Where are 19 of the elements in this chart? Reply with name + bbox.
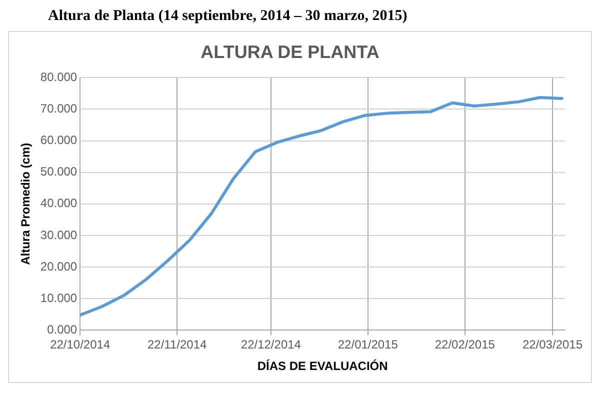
y-tick-label: 10.000	[40, 290, 78, 305]
y-tick-label: 30.000	[40, 228, 78, 242]
y-tick-label: 40.000	[40, 196, 78, 210]
x-tick-label: 22/12/2014	[240, 338, 302, 352]
y-tick-label: 50.000	[40, 164, 78, 179]
x-tick-label: 22/03/2015	[522, 338, 583, 352]
x-tick-label: 22/10/2014	[50, 338, 110, 352]
y-tick-label: 70.000	[40, 101, 78, 116]
x-tick-label: 22/11/2014	[147, 338, 207, 352]
y-tick-label: 0.000	[47, 322, 78, 337]
chart-title: ALTURA DE PLANTA	[200, 42, 380, 62]
y-tick-label: 60.000	[40, 133, 78, 148]
x-tick-label: 22/01/2015	[338, 338, 398, 352]
text: Altura de Planta (14 septiembre, 2014 – 30 marzo, 2015)	[48, 8, 408, 25]
x-axis-title: DÍAS DE EVALUACIÓN	[257, 359, 388, 374]
x-tick-label: 22/02/2015	[434, 338, 496, 352]
y-tick-label: 20.000	[40, 259, 78, 274]
y-tick-label: 80.000	[40, 70, 78, 84]
y-axis-title: Altura Promedio (cm)	[18, 142, 33, 265]
